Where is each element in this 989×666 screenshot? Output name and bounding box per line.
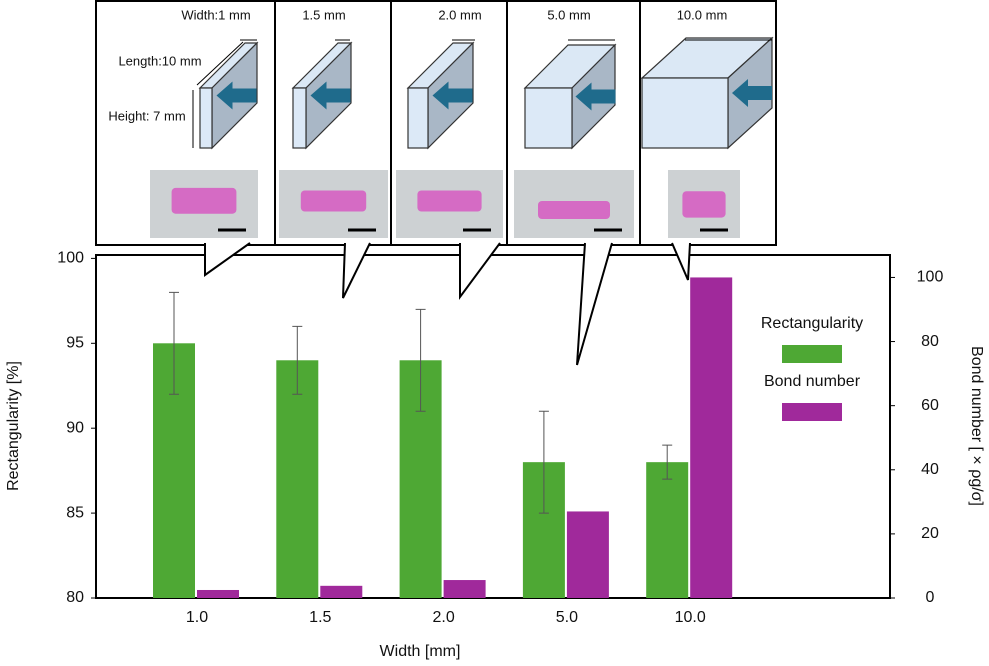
bar [690, 277, 733, 598]
flow-arrow [575, 82, 616, 111]
bar [276, 360, 319, 598]
flow-arrow [732, 79, 772, 107]
y-tick-label: 85 [66, 504, 84, 521]
box-front [407, 87, 429, 149]
sample [417, 190, 482, 212]
y2-tick-label: 100 [917, 269, 944, 286]
y2-tick-label: 60 [921, 397, 939, 414]
bar [646, 462, 689, 598]
legend-label: Bond number [764, 373, 861, 390]
y-tick-label: 100 [57, 250, 84, 267]
y2-axis-label: Bond number [ × ρg/σ] [968, 346, 985, 506]
legend-swatch [782, 403, 842, 421]
x-tick-label: 5.0 [556, 609, 578, 626]
error-bar [169, 291, 179, 395]
bar [320, 585, 363, 598]
plot-frame [95, 254, 891, 599]
annotation: Width:1 mm [181, 7, 250, 22]
y2-tick-label: 40 [921, 461, 939, 478]
y2-tick-label: 80 [921, 333, 939, 350]
legend-swatch [782, 345, 842, 363]
box-front [641, 77, 729, 149]
x-tick-label: 2.0 [432, 609, 454, 626]
annotation: Length:10 mm [118, 53, 201, 68]
box-front [199, 87, 213, 149]
x-axis-label: Width [mm] [380, 643, 461, 660]
callout-tail [671, 242, 691, 281]
flow-arrow [310, 81, 351, 110]
y2-tick-label: 0 [926, 589, 935, 606]
x-tick-label: 10.0 [675, 609, 706, 626]
sample [171, 187, 237, 214]
y-tick-label: 90 [66, 419, 84, 436]
error-bar [415, 308, 426, 412]
dimension [196, 41, 244, 86]
sample [682, 191, 726, 218]
box-front [292, 87, 307, 149]
sample [300, 190, 367, 212]
y-axis-label: Rectangularity [%] [5, 361, 22, 491]
box-front [524, 87, 573, 149]
bar [566, 511, 609, 598]
callout-tail [576, 242, 613, 366]
error-bar [662, 444, 673, 480]
sample [538, 201, 610, 219]
legend-label: Rectangularity [761, 315, 863, 332]
y-tick-label: 80 [66, 589, 84, 606]
flow-arrow [216, 81, 257, 110]
y-tick-label: 95 [66, 335, 84, 352]
flow-arrow [432, 81, 473, 110]
x-tick-label: 1.0 [186, 609, 208, 626]
error-bar [292, 325, 303, 395]
x-tick-label: 1.5 [309, 609, 331, 626]
callout-tail [342, 242, 371, 299]
callout-tail [204, 242, 251, 277]
annotation: 5.0 mm [547, 7, 590, 22]
annotation: 10.0 mm [677, 7, 728, 22]
annotation: 1.5 mm [302, 7, 345, 22]
error-bar [538, 410, 549, 514]
callout-tail [459, 242, 501, 301]
bar [197, 589, 239, 598]
y2-tick-label: 20 [921, 525, 939, 542]
annotation: Height: 7 mm [108, 108, 185, 123]
panels: Width:1 mm Length:10 mm Height: 7 mm 1.5 mm… [95, 0, 777, 366]
bar [443, 580, 486, 598]
annotation: 2.0 mm [438, 7, 481, 22]
